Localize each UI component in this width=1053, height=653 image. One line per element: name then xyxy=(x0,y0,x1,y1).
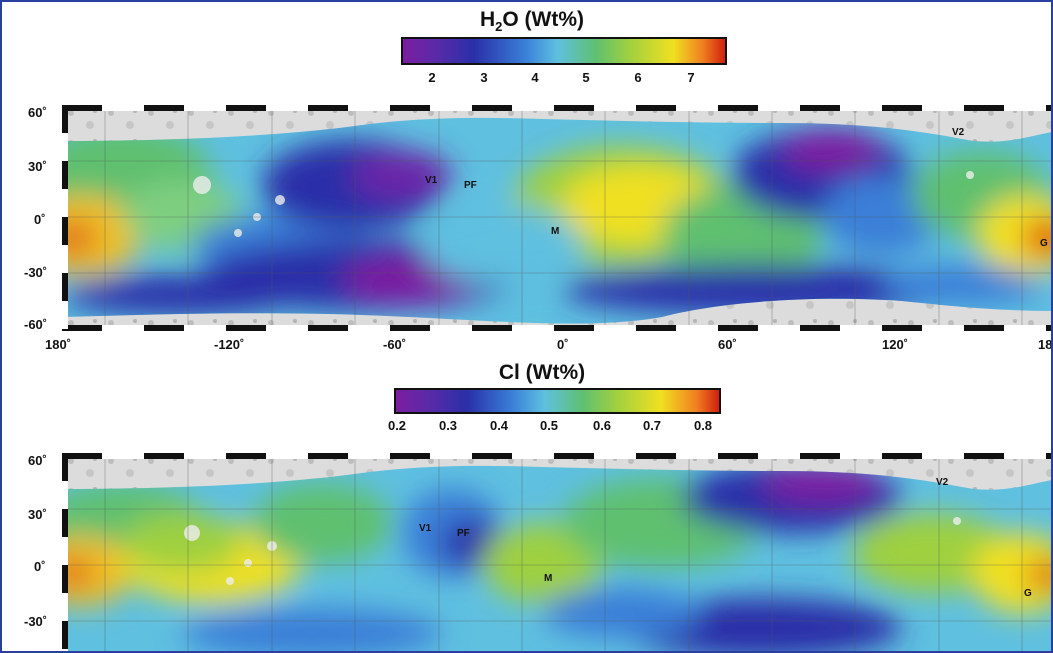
lon-label: 180˚ xyxy=(45,337,72,352)
cbar-tick: 0.6 xyxy=(592,418,612,433)
top-border-ticks xyxy=(62,453,1051,459)
lat-label: 60˚ xyxy=(28,105,47,120)
left-border-ticks xyxy=(62,105,68,331)
cbar-tick: 4 xyxy=(531,70,539,85)
top-border-ticks xyxy=(62,105,1051,111)
feature-g: G xyxy=(1024,588,1032,599)
title-rest: O (Wt%) xyxy=(502,8,585,31)
lon-label: 0˚ xyxy=(557,337,569,352)
h2o-field xyxy=(62,117,1051,324)
feature-v1: V1 xyxy=(419,523,432,534)
bottom-map: V1 PF M V2 G xyxy=(62,453,1051,651)
top-colorbar xyxy=(401,37,727,65)
cbar-tick: 3 xyxy=(480,70,488,85)
lon-label: 60˚ xyxy=(718,337,737,352)
feature-m: M xyxy=(544,573,553,584)
feature-pf: PF xyxy=(464,180,477,191)
title-h: H xyxy=(479,8,496,31)
lat-label: 30˚ xyxy=(28,507,47,522)
lat-label: 60˚ xyxy=(28,453,47,468)
lon-label: -60˚ xyxy=(383,337,407,352)
title-subscript: 2 xyxy=(495,19,503,35)
cbar-tick: 0.3 xyxy=(438,418,458,433)
feature-pf: PF xyxy=(457,528,470,539)
lat-label: -60˚ xyxy=(24,317,48,332)
feature-g: G xyxy=(1040,238,1048,249)
lat-label: -30˚ xyxy=(24,614,48,629)
cl-field xyxy=(62,465,1051,651)
map-grid xyxy=(62,105,1051,331)
bottom-map-svg xyxy=(62,453,1051,651)
lat-label: -30˚ xyxy=(24,265,48,280)
cbar-tick: 0.2 xyxy=(387,418,407,433)
top-panel-title: H2O (Wt%) xyxy=(457,8,607,34)
lon-label: -120˚ xyxy=(214,337,245,352)
lat-label: 0˚ xyxy=(34,559,46,574)
cbar-tick: 0.7 xyxy=(642,418,662,433)
bottom-panel-title: Cl (Wt%) xyxy=(498,361,586,384)
feature-m: M xyxy=(551,226,560,237)
lon-label: 18 xyxy=(1038,337,1053,352)
bottom-colorbar xyxy=(394,388,721,414)
left-border-ticks xyxy=(62,453,68,651)
cbar-tick: 0.4 xyxy=(489,418,509,433)
bottom-border-ticks xyxy=(62,325,1051,331)
top-map-svg xyxy=(62,105,1051,331)
map-grid xyxy=(62,453,1051,651)
lon-label: 120˚ xyxy=(882,337,909,352)
cbar-tick: 0.8 xyxy=(693,418,713,433)
lat-label: 30˚ xyxy=(28,159,47,174)
cbar-tick: 7 xyxy=(687,70,695,85)
top-map: V1 PF M V2 G xyxy=(62,105,1051,331)
cbar-tick: 6 xyxy=(634,70,642,85)
feature-v2: V2 xyxy=(952,127,965,138)
cbar-tick: 5 xyxy=(582,70,590,85)
lat-label: 0˚ xyxy=(34,212,46,227)
feature-v2: V2 xyxy=(936,477,949,488)
cbar-tick: 0.5 xyxy=(539,418,559,433)
feature-v1: V1 xyxy=(425,175,438,186)
cbar-tick: 2 xyxy=(428,70,436,85)
